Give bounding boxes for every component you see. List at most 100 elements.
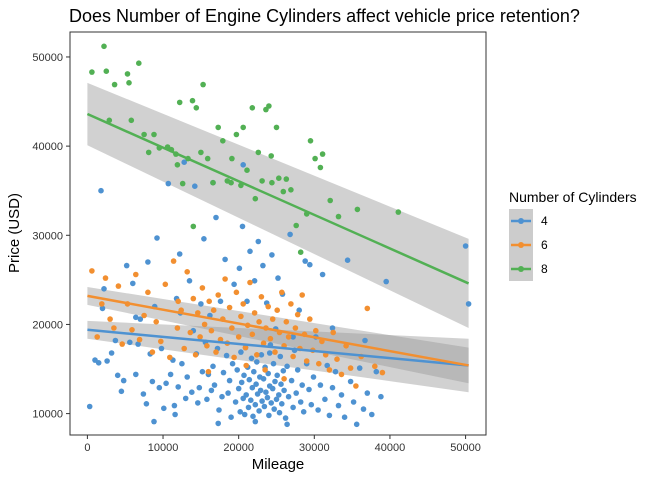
point-4-cyl bbox=[238, 379, 245, 386]
point-8-cyl bbox=[283, 176, 290, 182]
point-4-cyl bbox=[250, 413, 256, 420]
point-6-cyl bbox=[274, 307, 281, 314]
point-6-cyl bbox=[283, 319, 290, 325]
plot-panel bbox=[69, 31, 487, 436]
point-8-cyl bbox=[103, 68, 110, 74]
point-4-cyl bbox=[95, 360, 102, 366]
point-8-cyl bbox=[307, 138, 314, 144]
point-4-cyl bbox=[219, 393, 225, 400]
point-6-cyl bbox=[307, 316, 313, 322]
point-4-cyl bbox=[201, 236, 207, 242]
point-4-cyl bbox=[280, 368, 287, 374]
point-6-cyl bbox=[102, 275, 109, 281]
point-4-cyl bbox=[249, 384, 256, 391]
point-4-cyl bbox=[276, 392, 282, 398]
point-8-cyl bbox=[233, 131, 240, 138]
point-6-cyl bbox=[99, 301, 105, 307]
point-4-cyl bbox=[167, 371, 174, 378]
point-8-cyl bbox=[204, 155, 211, 162]
point-6-cyl bbox=[299, 292, 306, 298]
point-4-cyl bbox=[223, 352, 230, 359]
point-4-cyl bbox=[256, 408, 262, 414]
point-4-cyl bbox=[179, 360, 185, 367]
point-8-cyl bbox=[200, 81, 206, 88]
point-8-cyl bbox=[268, 153, 275, 159]
point-4-cyl bbox=[284, 363, 290, 370]
point-4-cyl bbox=[322, 396, 328, 403]
point-6-cyl bbox=[251, 310, 258, 316]
point-4-cyl bbox=[175, 384, 181, 390]
point-4-cyl bbox=[248, 355, 255, 362]
legend-label: 4 bbox=[541, 214, 548, 228]
point-6-cyl bbox=[316, 360, 322, 367]
point-6-cyl bbox=[269, 316, 276, 322]
point-6-cyl bbox=[162, 281, 169, 288]
point-4-cyl bbox=[278, 381, 284, 388]
confidence-band-8-cyl bbox=[87, 82, 469, 329]
point-4-cyl bbox=[140, 391, 147, 397]
point-4-cyl bbox=[215, 420, 221, 427]
point-4-cyl bbox=[253, 359, 260, 365]
point-8-cyl bbox=[106, 117, 113, 124]
point-4-cyl bbox=[277, 353, 284, 360]
chart-title: Does Number of Engine Cylinders affect v… bbox=[69, 6, 580, 26]
point-8-cyl bbox=[198, 149, 204, 156]
point-8-cyl bbox=[312, 155, 318, 162]
point-4-cyl bbox=[101, 286, 107, 292]
point-4-cyl bbox=[241, 411, 248, 418]
point-4-cyl bbox=[98, 187, 104, 194]
point-6-cyl bbox=[201, 321, 208, 328]
point-6-cyl bbox=[338, 371, 345, 378]
point-8-cyl bbox=[111, 81, 118, 88]
x-tick-label: 30000 bbox=[299, 442, 330, 454]
point-6-cyl bbox=[199, 285, 206, 291]
legend-item-8-cyl: 8 bbox=[509, 257, 548, 281]
point-8-cyl bbox=[220, 138, 226, 144]
point-6-cyl bbox=[184, 269, 190, 275]
x-axis-title: Mileage bbox=[252, 456, 305, 473]
point-8-cyl bbox=[280, 188, 287, 195]
point-8-cyl bbox=[210, 179, 216, 186]
point-4-cyl bbox=[276, 409, 283, 416]
point-8-cyl bbox=[128, 117, 135, 124]
point-4-cyl bbox=[133, 371, 139, 378]
point-4-cyl bbox=[247, 248, 253, 255]
x-tick-label: 40000 bbox=[375, 442, 406, 454]
point-4-cyl bbox=[335, 402, 342, 409]
point-4-cyl bbox=[161, 405, 167, 412]
point-4-cyl bbox=[266, 350, 273, 356]
point-4-cyl bbox=[378, 393, 384, 400]
point-6-cyl bbox=[285, 334, 292, 340]
point-8-cyl bbox=[136, 60, 142, 66]
point-6-cyl bbox=[205, 368, 212, 375]
point-6-cyl bbox=[334, 356, 340, 363]
point-4-cyl bbox=[462, 243, 469, 249]
point-6-cyl bbox=[129, 327, 135, 333]
point-4-cyl bbox=[353, 421, 360, 428]
point-4-cyl bbox=[362, 337, 368, 344]
point-4-cyl bbox=[284, 421, 290, 428]
point-4-cyl bbox=[211, 382, 218, 388]
point-4-cyl bbox=[350, 399, 357, 405]
point-6-cyl bbox=[229, 325, 235, 331]
point-4-cyl bbox=[133, 314, 139, 321]
point-6-cyl bbox=[181, 345, 187, 352]
point-6-cyl bbox=[326, 367, 333, 373]
y-tick-label: 40000 bbox=[32, 141, 63, 153]
point-4-cyl bbox=[251, 368, 257, 375]
point-8-cyl bbox=[190, 223, 197, 230]
point-8-cyl bbox=[228, 179, 234, 186]
point-8-cyl bbox=[273, 124, 280, 131]
point-6-cyl bbox=[206, 298, 212, 305]
point-4-cyl bbox=[373, 368, 380, 375]
point-8-cyl bbox=[189, 97, 196, 104]
point-4-cyl bbox=[226, 377, 233, 384]
point-6-cyl bbox=[187, 329, 194, 336]
legend-label: 8 bbox=[541, 262, 548, 276]
x-tick-label: 0 bbox=[84, 442, 90, 454]
point-4-cyl bbox=[347, 378, 354, 385]
trend-lines bbox=[86, 112, 470, 367]
point-8-cyl bbox=[229, 155, 235, 162]
point-4-cyl bbox=[252, 401, 259, 408]
x-axis: 0 10000 20000 30000 40000 50000 bbox=[84, 435, 481, 454]
